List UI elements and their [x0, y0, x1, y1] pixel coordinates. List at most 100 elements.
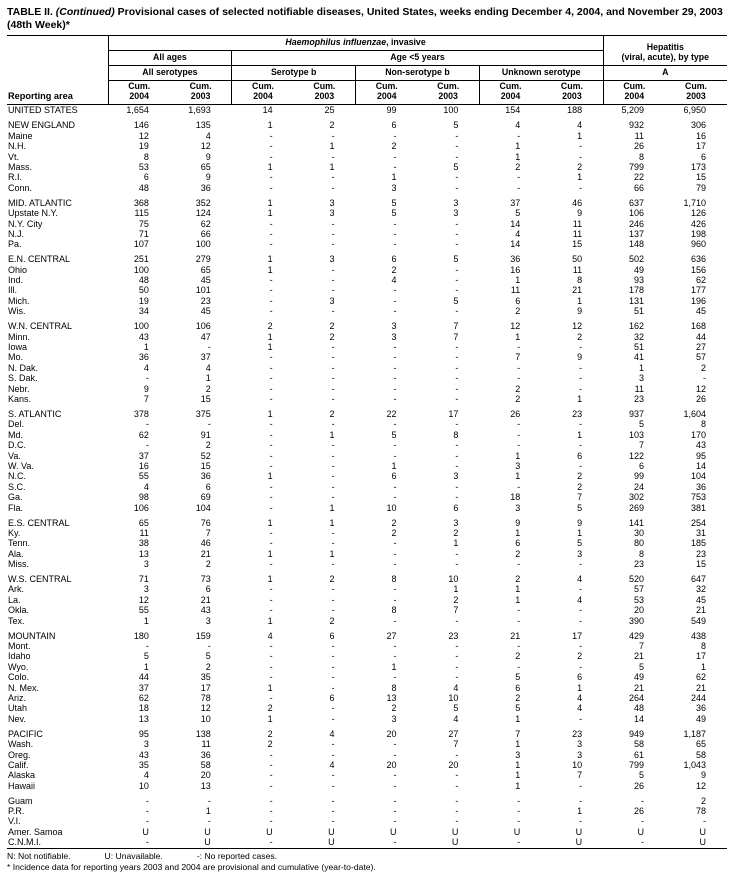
value-cell: 375: [195, 408, 211, 419]
value-cell: 11: [572, 264, 583, 275]
value-cell: 426: [690, 218, 706, 229]
value-cell: 5: [639, 661, 645, 672]
value-cell: 11: [634, 383, 645, 394]
value-cell: 98: [138, 492, 149, 503]
value-cell: -: [455, 394, 459, 405]
table-row: V.I. - - - - - - - - - -: [7, 816, 727, 826]
value-cell: 302: [628, 492, 645, 503]
value-cell: U: [389, 826, 397, 837]
value-cell: -: [331, 394, 335, 405]
value-cell: 23: [634, 559, 645, 570]
value-cell: -: [641, 837, 645, 848]
reporting-area-cell: Ill.: [8, 285, 17, 296]
value-cell: -: [269, 672, 273, 683]
value-cell: 36: [200, 749, 211, 760]
value-cell: 32: [695, 584, 706, 595]
value-cell: 79: [695, 182, 706, 193]
value-cell: 37: [138, 682, 149, 693]
value-cell: -: [331, 130, 335, 141]
value-cell: 6: [700, 151, 706, 162]
value-cell: 49: [695, 713, 706, 724]
value-cell: 17: [695, 651, 706, 662]
value-cell: -: [393, 795, 397, 806]
value-cell: 949: [628, 728, 645, 739]
table-row: Wyo. 1 2 - - 1 - - - 5 1: [7, 662, 727, 672]
value-cell: -: [579, 440, 583, 451]
value-cell: -: [331, 182, 335, 193]
value-cell: 15: [572, 239, 583, 250]
value-cell: U: [204, 826, 211, 837]
value-cell: -: [393, 151, 397, 162]
reporting-area-cell: Wyo.: [8, 661, 29, 672]
reporting-area-cell: Calif.: [8, 759, 29, 770]
value-cell: -: [579, 713, 583, 724]
value-cell: 2: [329, 408, 335, 419]
value-cell: 6: [577, 672, 583, 683]
reporting-area-cell: R.I.: [8, 172, 23, 183]
value-cell: 45: [200, 275, 211, 286]
value-cell: -: [393, 492, 397, 503]
value-cell: 9: [700, 770, 706, 781]
value-cell: -: [331, 780, 335, 791]
table-number-label: TABLE II.: [7, 6, 53, 18]
table-row: C.N.M.I. - U - U - U - U - U: [7, 837, 727, 848]
value-cell: 19: [138, 141, 149, 152]
value-cell: 159: [195, 630, 211, 641]
value-cell: 180: [133, 630, 149, 641]
value-cell: -: [393, 594, 397, 605]
value-cell: 36: [510, 254, 521, 265]
value-cell: 10: [138, 780, 149, 791]
reporting-area-cell: P.R.: [8, 806, 25, 817]
value-cell: -: [331, 264, 335, 275]
value-cell: 2: [391, 527, 397, 538]
value-cell: -: [269, 816, 273, 827]
value-cell: 23: [572, 728, 583, 739]
value-cell: 8: [391, 682, 397, 693]
value-cell: 188: [567, 105, 583, 116]
value-cell: -: [331, 770, 335, 781]
legend-not-notifiable: N: Not notifiable.: [7, 850, 71, 861]
value-cell: -: [269, 450, 273, 461]
value-cell: U: [699, 826, 707, 837]
value-cell: 5: [639, 770, 645, 781]
value-cell: 6: [639, 460, 645, 471]
cum-2004-header: Cum. 2004: [107, 80, 170, 106]
value-cell: 6: [515, 682, 521, 693]
value-cell: 306: [690, 120, 706, 131]
value-cell: 2: [515, 383, 521, 394]
value-cell: 636: [690, 254, 706, 265]
value-cell: 2: [391, 141, 397, 152]
table-title-line2: (48th Week)*: [7, 19, 70, 32]
table-row: N. Dak. 4 4 - - - - - - 1 2: [7, 363, 727, 373]
cum-2004-header: Cum. 2004: [355, 80, 418, 106]
value-cell: 5: [453, 295, 459, 306]
value-cell: 1,604: [683, 408, 706, 419]
value-cell: 198: [690, 228, 706, 239]
table-row: MOUNTAIN 180 159 4 6 27 23 21 17 429 438: [7, 631, 727, 641]
value-cell: 38: [138, 538, 149, 549]
cum-2003-header: Cum. 2003: [169, 80, 232, 106]
value-cell: 126: [690, 208, 706, 219]
value-cell: -: [579, 362, 583, 373]
value-cell: -: [269, 559, 273, 570]
value-cell: -: [145, 373, 149, 384]
reporting-area-cell: Va.: [8, 450, 21, 461]
value-cell: -: [331, 460, 335, 471]
value-cell: 1: [453, 538, 459, 549]
value-cell: -: [641, 795, 645, 806]
value-cell: 6: [329, 693, 335, 703]
value-cell: 2: [205, 559, 211, 570]
value-cell: 2: [515, 548, 521, 559]
value-cell: -: [269, 661, 273, 672]
value-cell: 390: [628, 615, 645, 626]
value-cell: 1: [205, 806, 211, 817]
value-cell: -: [455, 559, 459, 570]
value-cell: -: [207, 816, 211, 827]
value-cell: -: [269, 440, 273, 451]
cum-label: Cum.: [499, 80, 522, 91]
hepatitis-label-line2: (viral, acute), by type: [621, 52, 710, 63]
value-cell: 1: [515, 450, 521, 461]
value-cell: -: [269, 605, 273, 616]
value-cell: -: [641, 816, 645, 827]
value-cell: -: [269, 182, 273, 193]
